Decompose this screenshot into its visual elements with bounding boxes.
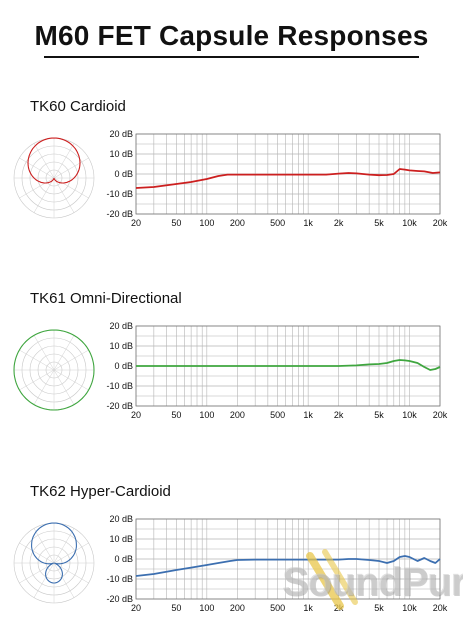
x-tick-label: 1k (303, 218, 313, 228)
polar-grid-spoke (19, 349, 89, 391)
y-tick-label: -10 dB (106, 189, 133, 199)
x-tick-label: 50 (171, 410, 181, 420)
response-line (136, 359, 441, 371)
x-tick-label: 20k (433, 603, 448, 613)
capsule-tk61: TK61 Omni-Directional 20 dB 10 dB 0 dB -10 … (0, 290, 463, 440)
title-underline (44, 56, 419, 58)
x-tick-label: 5k (374, 218, 384, 228)
y-tick-label: 10 dB (109, 149, 133, 159)
polar-pattern-curve (31, 522, 77, 584)
y-tick-label: 10 dB (109, 534, 133, 544)
response-line (135, 168, 441, 189)
watermark-logo-mark (306, 549, 358, 610)
y-tick-label: -10 dB (106, 574, 133, 584)
x-tick-label: 2k (334, 410, 344, 420)
polar-pattern-plot (13, 522, 95, 604)
watermark-text: SoundPure (282, 560, 463, 604)
capsule-tk60: TK60 Cardioid 20 dB 10 dB 0 dB -10 dB -20 dB… (0, 98, 463, 248)
x-tick-label: 20k (433, 218, 448, 228)
x-tick-label: 20 (131, 410, 141, 420)
x-tick-label: 1k (303, 603, 313, 613)
y-tick-label: 0 dB (114, 169, 133, 179)
y-tick-label: 10 dB (109, 341, 133, 351)
y-tick-label: 20 dB (109, 514, 133, 524)
x-tick-label: 50 (171, 603, 181, 613)
x-tick-label: 2k (334, 218, 344, 228)
x-tick-label: 5k (374, 410, 384, 420)
x-tick-label: 20 (131, 218, 141, 228)
x-tick-label: 200 (230, 218, 245, 228)
polar-grid-spoke (19, 542, 89, 584)
x-tick-label: 20 (131, 603, 141, 613)
y-tick-label: 0 dB (114, 361, 133, 371)
x-tick-label: 5k (374, 603, 384, 613)
x-tick-label: 20k (433, 410, 448, 420)
x-tick-label: 10k (402, 218, 417, 228)
x-tick-label: 500 (270, 410, 285, 420)
polar-pattern-curve (13, 329, 95, 411)
x-tick-label: 100 (199, 603, 214, 613)
capsule-title: TK61 Omni-Directional (30, 290, 182, 307)
x-tick-label: 10k (402, 410, 417, 420)
x-tick-label: 200 (230, 410, 245, 420)
capsule-title: TK62 Hyper-Cardioid (30, 483, 171, 500)
page-title: M60 FET Capsule Responses (34, 20, 429, 51)
x-tick-label: 500 (270, 218, 285, 228)
x-tick-label: 200 (230, 603, 245, 613)
capsule-title: TK60 Cardioid (30, 98, 126, 115)
polar-pattern-plot (13, 329, 95, 411)
x-tick-label: 50 (171, 218, 181, 228)
x-tick-label: 1k (303, 410, 313, 420)
x-tick-label: 10k (402, 603, 417, 613)
plot-frame (135, 133, 441, 215)
x-tick-label: 500 (270, 603, 285, 613)
polar-pattern-plot (13, 137, 95, 219)
y-tick-label: 20 dB (109, 321, 133, 331)
y-tick-label: 20 dB (109, 129, 133, 139)
x-tick-label: 100 (199, 410, 214, 420)
y-tick-label: -10 dB (106, 381, 133, 391)
response-line (135, 555, 441, 577)
y-tick-label: -20 dB (106, 209, 133, 219)
capsule-tk62: TK62 Hyper-Cardioid 20 dB 10 dB 0 dB -10 dB… (0, 483, 463, 633)
x-tick-label: 100 (199, 218, 214, 228)
y-tick-label: -20 dB (106, 594, 133, 604)
y-tick-label: 0 dB (114, 554, 133, 564)
polar-pattern-curve (27, 137, 81, 184)
y-tick-label: -20 dB (106, 401, 133, 411)
